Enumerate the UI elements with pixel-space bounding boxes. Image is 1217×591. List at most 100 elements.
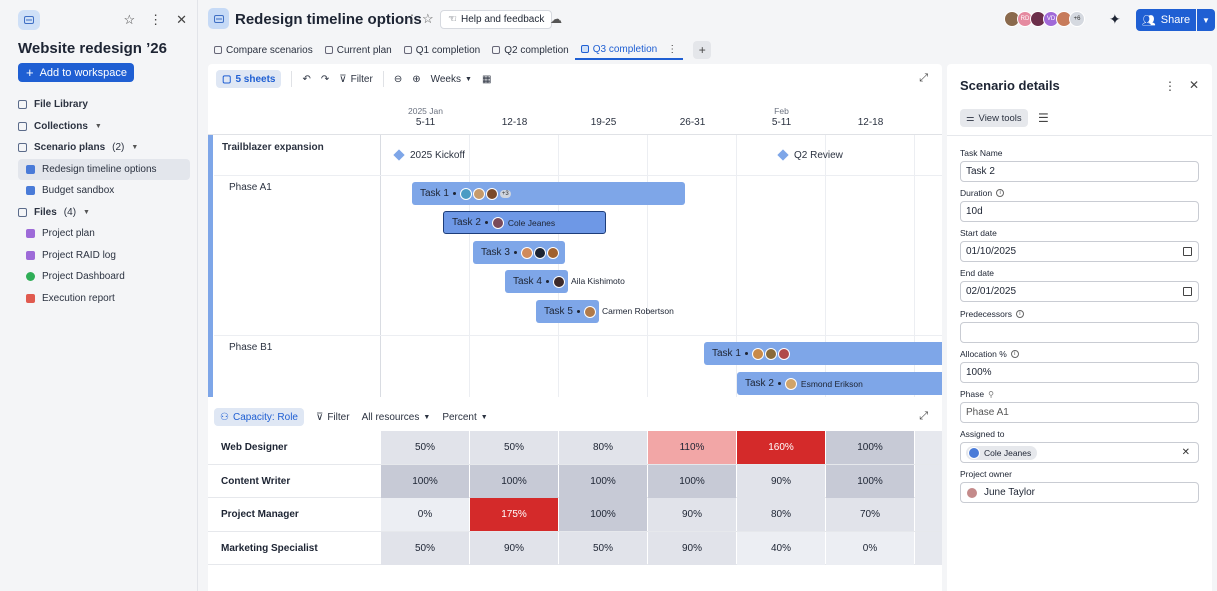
task-bar[interactable]: Task 1 +3 [412,182,685,205]
group-label[interactable]: Trailblazer expansion [222,142,324,153]
duration-field[interactable]: 10d [960,201,1199,222]
help-and-feedback-button[interactable]: ☜ Help and feedback [440,10,553,29]
capacity-view-button[interactable]: ⚇ Capacity: Role [214,408,304,426]
project-owner-field[interactable]: June Taylor [960,482,1199,503]
sidebar-item-scenario-plans[interactable]: Scenario plans (2) ▼ [18,137,190,159]
allocation-field[interactable]: 100% [960,362,1199,383]
more-vertical-icon[interactable]: ⋮ [406,12,418,26]
capacity-cell[interactable]: 50% [470,431,558,464]
close-icon[interactable]: ✕ [176,12,187,27]
predecessors-field[interactable] [960,322,1199,343]
add-tab-button[interactable]: + [693,41,712,59]
task-bar[interactable]: Task 5 [536,300,599,323]
milestone-icon[interactable] [393,149,405,161]
undo-icon[interactable]: ↶ [302,73,311,85]
capacity-cell[interactable]: 90% [648,531,736,565]
sidebar-item-collections[interactable]: Collections ▼ [18,116,190,138]
capacity-cell[interactable]: 90% [470,531,558,565]
info-icon[interactable]: i [996,189,1005,197]
unit-dropdown[interactable]: Percent ▼ [442,412,487,423]
sidebar-item-files[interactable]: Files (4) ▼ [18,202,190,224]
star-icon[interactable]: ☆ [422,11,434,26]
capacity-cell[interactable]: 50% [381,431,469,464]
capacity-cell[interactable]: 100% [559,464,647,498]
zoom-out-icon[interactable]: ⊖ [393,73,403,85]
end-date-field[interactable]: 02/01/2025 [960,281,1199,302]
workspace-icon[interactable] [18,10,40,30]
task-bar[interactable]: Task 4 [505,270,568,293]
phase-field[interactable]: Phase A1 [960,402,1199,423]
star-icon[interactable]: ☆ [123,12,136,27]
capacity-cell[interactable]: 100% [559,498,647,531]
tab-q2-completion[interactable]: Q2 completion [486,40,574,60]
close-icon[interactable]: ✕ [1188,78,1199,92]
share-button[interactable]: 👥︎ Share [1136,9,1196,31]
tab-current-plan[interactable]: Current plan [319,40,398,60]
capacity-cell[interactable]: 160% [737,431,825,464]
milestone-icon[interactable] [777,149,789,161]
capacity-cell[interactable]: 40% [737,531,825,565]
tab-q3-completion[interactable]: Q3 completion ⋮ [574,40,684,60]
capacity-cell[interactable]: 100% [826,464,914,498]
capacity-cell[interactable]: 100% [470,464,558,498]
task-bar-selected[interactable]: Task 2 Cole Jeanes [443,211,606,234]
calendar-icon[interactable]: ▦ [481,73,492,85]
capacity-cell[interactable]: 80% [737,498,825,531]
capacity-cell[interactable]: 0% [381,498,469,531]
expand-icon[interactable]: ⤢ [919,72,928,84]
more-vertical-icon[interactable]: ⋮ [1164,79,1176,93]
assigned-to-field[interactable]: Cole Jeanes ✕ [960,442,1199,463]
sidebar-item-redesign-timeline-options[interactable]: Redesign timeline options [18,158,190,180]
capacity-cell[interactable]: 110% [648,431,736,464]
capacity-filter-button[interactable]: ⊽ Filter [316,412,350,423]
task-bar[interactable]: Task 1 [704,342,942,365]
calendar-icon[interactable] [1183,287,1192,296]
add-to-workspace-button[interactable]: + Add to workspace [18,63,134,82]
more-vertical-icon[interactable]: ⋮ [667,43,678,55]
task-bar[interactable]: Task 3 [473,241,565,264]
zoom-in-icon[interactable]: ⊕ [412,73,421,85]
capacity-cell[interactable]: 70% [826,498,914,531]
info-icon[interactable]: i [1010,350,1019,358]
tab-compare-scenarios[interactable]: Compare scenarios [208,40,319,60]
ai-sparkle-icon[interactable]: ✦ [1109,11,1121,27]
clear-icon[interactable]: ✕ [1181,447,1190,458]
sidebar-item-budget-sandbox[interactable]: Budget sandbox [18,180,190,202]
view-tools-button[interactable]: ⚌ View tools [960,109,1028,127]
sidebar-item-execution-report[interactable]: Execution report [18,288,190,310]
capacity-cell[interactable]: 50% [559,531,647,565]
more-vertical-icon[interactable]: ⋮ [149,12,163,27]
capacity-cell[interactable]: 90% [737,464,825,498]
calendar-icon[interactable] [1183,247,1192,256]
share-options-chevron-icon[interactable]: ▼ [1197,9,1215,31]
collaborator-avatars[interactable]: RD VD +6 [1004,11,1085,27]
chevron-down-icon[interactable]: ▼ [83,208,90,216]
tab-q1-completion[interactable]: Q1 completion [398,40,486,60]
capacity-cell[interactable]: 0% [826,531,914,565]
sidebar-item-project-plan[interactable]: Project plan [18,223,190,245]
sheets-button[interactable]: ▢ 5 sheets [216,70,282,88]
cloud-sync-icon[interactable]: ☁ [550,12,562,26]
task-name-field[interactable]: Task 2 [960,161,1199,182]
info-icon[interactable]: i [1015,310,1024,318]
expand-icon[interactable]: ⤢ [919,410,928,422]
phase-label[interactable]: Phase B1 [229,342,273,353]
task-bar[interactable]: Task 2 Esmond Erikson [737,372,942,395]
capacity-cell[interactable]: 100% [381,464,469,498]
start-date-field[interactable]: 01/10/2025 [960,241,1199,262]
chevron-down-icon[interactable]: ▼ [94,122,102,130]
assignee-chip[interactable]: Cole Jeanes [966,445,1038,460]
capacity-cell[interactable]: 90% [648,498,736,531]
phase-label[interactable]: Phase A1 [229,182,272,193]
capacity-cell[interactable]: 175% [470,498,558,531]
capacity-cell[interactable]: 100% [826,431,914,464]
sidebar-item-project-raid-log[interactable]: Project RAID log [18,245,190,267]
capacity-cell[interactable]: 50% [381,531,469,565]
redo-icon[interactable]: ↷ [320,73,330,85]
list-icon[interactable]: ☰ [1038,111,1049,125]
capacity-cell[interactable]: 80% [559,431,647,464]
timescale-dropdown[interactable]: Weeks ▼ [431,74,472,85]
chevron-down-icon[interactable]: ▼ [131,144,139,152]
resources-dropdown[interactable]: All resources ▼ [362,412,431,423]
sidebar-item-project-dashboard[interactable]: Project Dashboard [18,266,190,288]
